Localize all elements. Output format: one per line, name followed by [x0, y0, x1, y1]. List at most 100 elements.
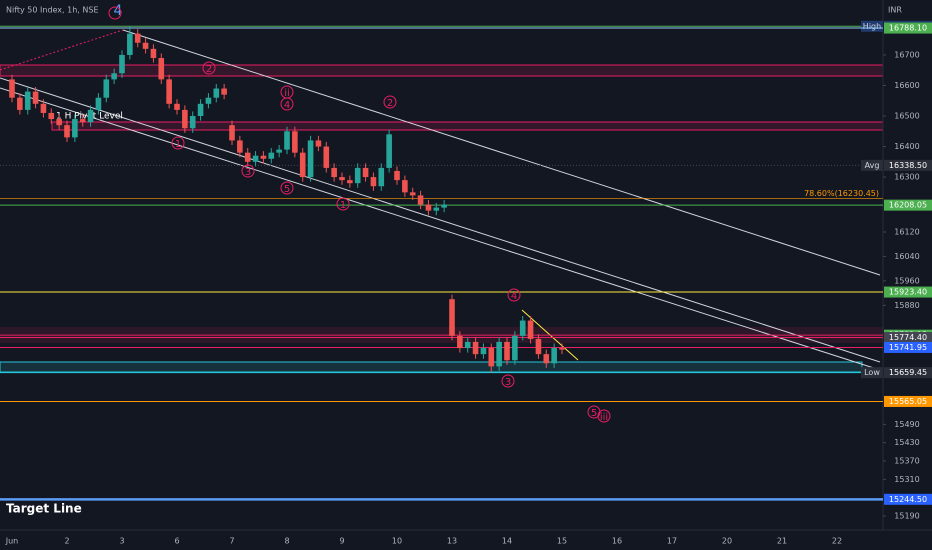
price-label: 15244.50	[889, 495, 927, 504]
candle-body	[339, 177, 345, 181]
candle-body	[504, 341, 510, 361]
wave-circle	[280, 181, 294, 195]
candle-body	[142, 42, 149, 49]
candle-body	[182, 109, 188, 129]
candle-body	[9, 79, 15, 98]
candle-body	[488, 348, 495, 367]
candle-body	[457, 335, 463, 349]
candle-body	[409, 192, 416, 196]
candle-body	[32, 91, 39, 104]
candle-body	[394, 170, 400, 181]
price-badge	[884, 22, 932, 34]
wave-label: 5	[591, 408, 597, 419]
price-label: 15741.95	[889, 343, 927, 352]
wave-label: 4	[511, 291, 517, 302]
candle-body	[551, 348, 557, 364]
wave-label: iii	[600, 412, 608, 423]
tag-badge	[861, 367, 883, 379]
candle-body	[205, 97, 212, 104]
trend-line	[122, 29, 881, 276]
x-tick-label: 17	[667, 537, 677, 546]
price-badge	[884, 199, 932, 211]
price-badge	[884, 395, 932, 407]
x-tick-label: 22	[832, 537, 842, 546]
y-tick-label: 15370	[894, 457, 919, 466]
tag-label: Avg	[865, 161, 880, 170]
candle-body	[472, 341, 479, 355]
candle-body	[174, 103, 180, 110]
wave-circle	[383, 95, 397, 109]
x-tick-label: 13	[447, 537, 457, 546]
price-label: 15774.40	[889, 333, 927, 342]
candle-body	[221, 88, 227, 95]
candle-body	[166, 79, 172, 104]
y-tick-label: 16040	[894, 252, 919, 261]
wave-label: 3	[505, 377, 511, 388]
price-label: 15565.05	[889, 397, 927, 406]
y-tick-label: 16700	[894, 50, 919, 59]
y-tick-label: 16400	[894, 142, 919, 151]
wave-line	[0, 29, 124, 71]
trend-line	[0, 87, 881, 371]
resistance-zone	[0, 64, 884, 77]
trend-line	[0, 77, 881, 363]
candle-body	[307, 140, 314, 178]
candle-body	[260, 155, 267, 159]
candle-body	[24, 91, 31, 110]
tag-badge	[861, 20, 883, 32]
x-tick-label: 8	[284, 537, 289, 546]
wave-label: 3	[245, 167, 251, 178]
candle-body	[189, 116, 196, 129]
candle-body	[331, 167, 337, 178]
wave-label: 2	[206, 64, 212, 75]
wave-label: 4	[284, 100, 290, 111]
candle-body	[119, 54, 125, 74]
wave-circle	[202, 61, 216, 75]
candle-body	[464, 341, 471, 349]
price-badge	[884, 367, 932, 379]
wave-label: 1	[340, 200, 346, 211]
candle-body	[276, 149, 282, 153]
tag-label: Low	[864, 368, 880, 377]
price-badge	[884, 332, 932, 344]
low-zone	[0, 361, 863, 373]
wave-label: 2	[387, 98, 393, 109]
candle-body	[72, 119, 78, 138]
y-tick-label: 16600	[894, 81, 919, 90]
candle-body	[433, 207, 440, 211]
wave-circle	[280, 97, 294, 111]
y-tick-label: 15490	[894, 420, 919, 429]
candle-body	[237, 140, 243, 153]
candle-body	[425, 204, 432, 211]
candle-body	[535, 338, 542, 355]
price-badge	[884, 286, 932, 298]
candle-body	[284, 131, 290, 150]
candle-body	[480, 348, 487, 355]
price-badge	[884, 493, 932, 505]
x-tick-label: 20	[722, 537, 732, 546]
candle-body	[370, 177, 377, 187]
currency: INR	[888, 6, 902, 15]
candle-body	[95, 97, 102, 110]
price-label: 16338.50	[889, 161, 927, 170]
x-tick-label: 15	[557, 537, 567, 546]
target-label: Target Line	[6, 502, 82, 516]
candle-body	[378, 167, 385, 187]
candle-body	[134, 33, 141, 43]
candle-body	[354, 167, 361, 184]
candle-body	[543, 354, 550, 364]
price-label: 15659.45	[889, 368, 927, 377]
candle-body	[197, 103, 204, 117]
candle-body	[127, 33, 133, 55]
y-tick-label: 16500	[894, 112, 919, 121]
candle-body	[315, 140, 322, 147]
candle-body	[158, 58, 165, 80]
wave-circle	[501, 374, 515, 388]
candle-body	[252, 155, 259, 162]
x-tick-label: 9	[339, 537, 344, 546]
candle-body	[111, 73, 117, 80]
price-label: 15923.40	[889, 288, 927, 297]
pivot-zone	[51, 121, 884, 131]
y-tick-label: 16120	[894, 228, 919, 237]
